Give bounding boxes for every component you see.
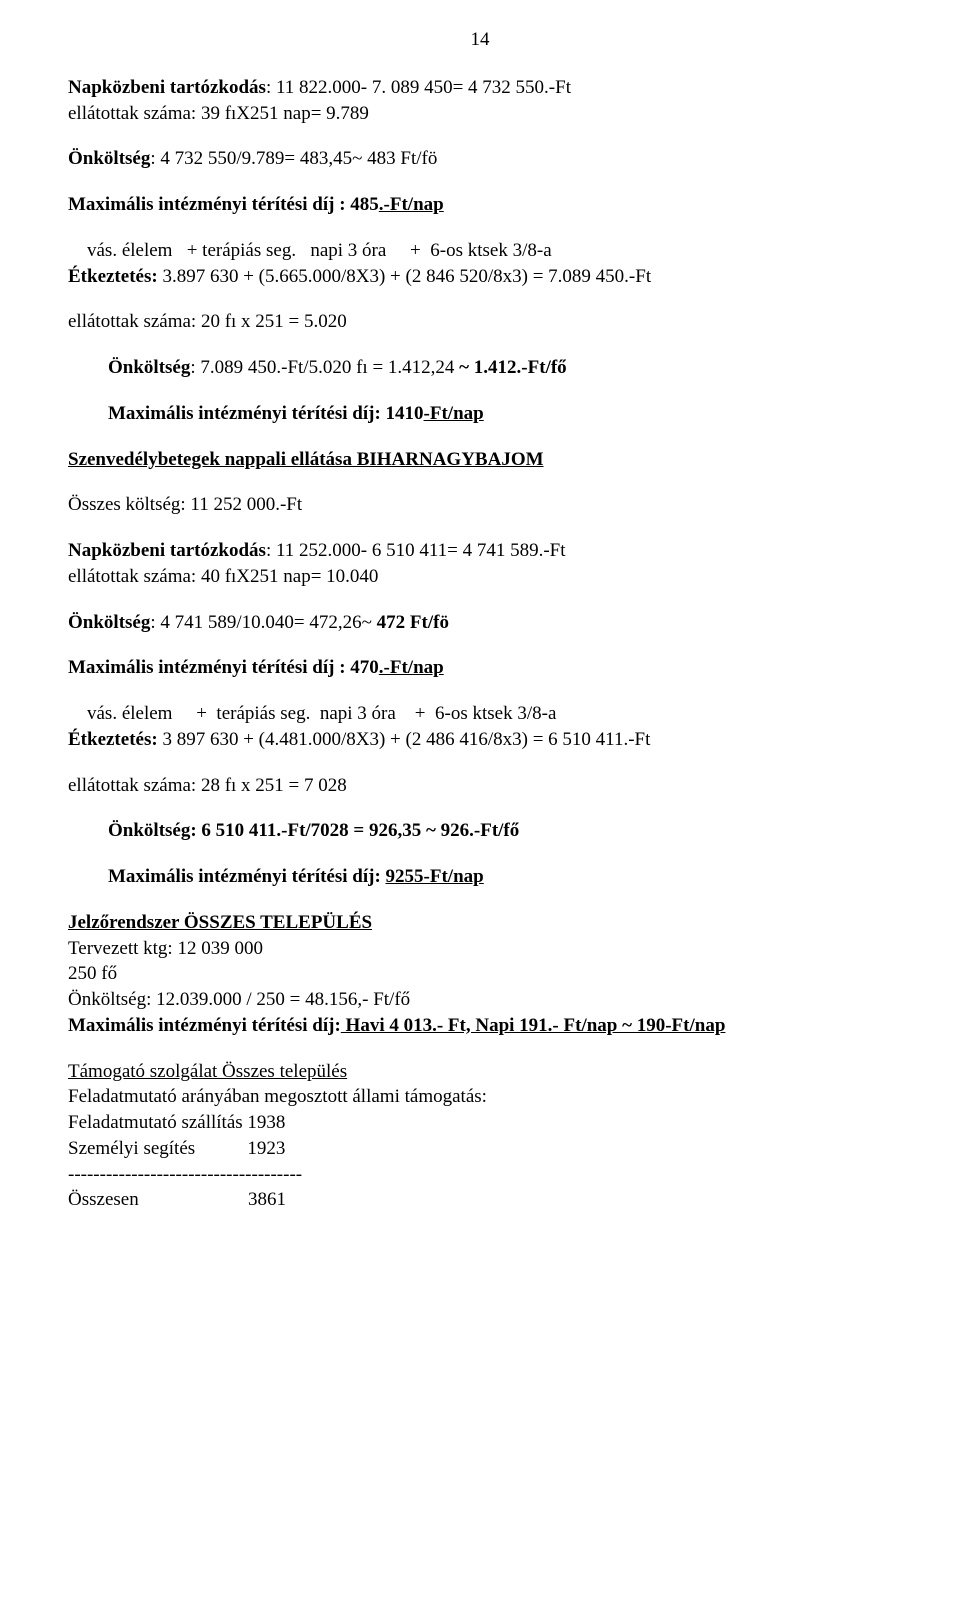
s5-line1: Tervezett ktg: 12 039 000	[68, 937, 892, 961]
s4-l2b: 3 897 630 + (4.481.000/8X3) + (2 486 416…	[162, 729, 650, 750]
s3-l2a: Napközbeni tartózkodás	[68, 540, 266, 561]
page-number: 14	[68, 28, 892, 52]
s4-l5c: 9255-Ft/nap	[386, 866, 484, 887]
s1-l1b: : 11 822.000- 7. 089 450= 4 732 550.-Ft	[266, 77, 571, 98]
s3-l5b: : 470	[339, 657, 379, 678]
s3-line3: ellátottak száma: 40 fıX251 nap= 10.040	[68, 565, 892, 589]
s1-l1a: Napközbeni tartózkodás	[68, 77, 266, 98]
s3-line2: Napközbeni tartózkodás: 11 252.000- 6 51…	[68, 539, 892, 563]
s3-l4c: 472 Ft/fö	[372, 612, 449, 633]
s3-line5: Maximális intézményi térítési díj : 470.…	[68, 656, 892, 680]
s4-l4a: Önköltség	[108, 820, 190, 841]
s4-l3b: 28 fı x 251 = 7 028	[196, 775, 347, 796]
s2-l5c: -Ft/nap	[424, 403, 484, 424]
s3-l5c: .-Ft/nap	[379, 657, 444, 678]
s4-line4: Önköltség: 6 510 411.-Ft/7028 = 926,35 ~…	[68, 819, 892, 843]
section-5: Jelzőrendszer ÖSSZES TELEPÜLÉS Tervezett…	[68, 911, 892, 1038]
s2-line3: ellátottak száma: 20 fı x 251 = 5.020	[68, 310, 892, 334]
s2-l4c: ~ 1.412.-Ft/fő	[454, 357, 566, 378]
s1-l3a: Önköltség	[68, 148, 150, 169]
s3-line4: Önköltség: 4 741 589/10.040= 472,26~ 472…	[68, 611, 892, 635]
s1-line3: Önköltség: 4 732 550/9.789= 483,45~ 483 …	[68, 147, 892, 171]
s2-l2a: Étkeztetés:	[68, 266, 162, 287]
s2-line5: Maximális intézményi térítési díj: 1410-…	[68, 402, 892, 426]
s4-l5b: :	[374, 866, 385, 887]
s2-l5b: : 1410	[374, 403, 423, 424]
s2-l3: ellátottak száma:	[68, 311, 196, 332]
s5-line4: Maximális intézményi térítési díj: Havi …	[68, 1014, 892, 1038]
section-2: vás. élelem + terápiás seg. napi 3 óra +…	[68, 239, 892, 426]
s4-l4b: : 6 510 411.-Ft/7028 = 926,35 ~ 926.-Ft/…	[190, 820, 519, 841]
s4-line5: Maximális intézményi térítési díj: 9255-…	[68, 865, 892, 889]
s3-l4b: : 4 741 589/10.040= 472,26~	[150, 612, 372, 633]
section-1: Napközbeni tartózkodás: 11 822.000- 7. 0…	[68, 76, 892, 217]
s2-l2b: 3.897 630 + (5.665.000/8X3) + (2 846 520…	[162, 266, 651, 287]
s3-l4a: Önköltség	[68, 612, 150, 633]
s2-line4: Önköltség: 7.089 450.-Ft/5.020 fı = 1.41…	[68, 356, 892, 380]
s2-l4b: : 7.089 450.-Ft/5.020 fı = 1.412,24	[190, 357, 454, 378]
s1-l4b: : 485	[339, 194, 379, 215]
s3-line1: Összes költség: 11 252 000.-Ft	[68, 493, 892, 517]
s5-line2: 250 fő	[68, 962, 892, 986]
s5-l4b: Havi 4 013.- Ft, Napi 191.- Ft/nap ~ 190…	[341, 1015, 726, 1036]
s4-l3: ellátottak száma:	[68, 775, 196, 796]
s2-l4a: Önköltség	[108, 357, 190, 378]
s5-l4a: Maximális intézményi térítési díj:	[68, 1015, 341, 1036]
s4-l2a: Étkeztetés:	[68, 729, 162, 750]
s6-line2: Feladatmutató szállítás 1938	[68, 1111, 892, 1135]
s1-line1: Napközbeni tartózkodás: 11 822.000- 7. 0…	[68, 76, 892, 100]
s2-line1: vás. élelem + terápiás seg. napi 3 óra +…	[68, 239, 892, 263]
s1-l4c: .-Ft/nap	[379, 194, 444, 215]
s3-l2b: : 11 252.000- 6 510 411= 4 741 589.-Ft	[266, 540, 566, 561]
s5-line3: Önköltség: 12.039.000 / 250 = 48.156,- F…	[68, 988, 892, 1012]
s6-line3: Személyi segítés 1923	[68, 1137, 892, 1161]
s6-line4: Összesen 3861	[68, 1188, 892, 1212]
s2-l5a: Maximális intézményi térítési díj	[108, 403, 374, 424]
section-6: Támogató szolgálat Összes település Fela…	[68, 1060, 892, 1213]
s2-l3b: 20 fı x 251 = 5.020	[196, 311, 347, 332]
s1-l3b: : 4 732 550/9.789= 483,45~ 483 Ft/fö	[150, 148, 437, 169]
s4-line3: ellátottak száma: 28 fı x 251 = 7 028	[68, 774, 892, 798]
s5-heading: Jelzőrendszer ÖSSZES TELEPÜLÉS	[68, 911, 892, 935]
s4-line1: vás. élelem + terápiás seg. napi 3 óra +…	[68, 702, 892, 726]
s4-line2: Étkeztetés: 3 897 630 + (4.481.000/8X3) …	[68, 728, 892, 752]
s1-line2: ellátottak száma: 39 fıX251 nap= 9.789	[68, 102, 892, 126]
s6-heading: Támogató szolgálat Összes település	[68, 1060, 892, 1084]
section-4: vás. élelem + terápiás seg. napi 3 óra +…	[68, 702, 892, 889]
s1-l4a: Maximális intézményi térítési díj	[68, 194, 339, 215]
section-3: Szenvedélybetegek nappali ellátása BIHAR…	[68, 448, 892, 681]
s3-heading: Szenvedélybetegek nappali ellátása BIHAR…	[68, 448, 892, 472]
s6-dash: -------------------------------------	[68, 1163, 892, 1187]
s2-line2: Étkeztetés: 3.897 630 + (5.665.000/8X3) …	[68, 265, 892, 289]
s1-line4: Maximális intézményi térítési díj : 485.…	[68, 193, 892, 217]
s6-line1: Feladatmutató arányában megosztott állam…	[68, 1085, 892, 1109]
s4-l5a: Maximális intézményi térítési díj	[108, 866, 374, 887]
s3-l5a: Maximális intézményi térítési díj	[68, 657, 339, 678]
